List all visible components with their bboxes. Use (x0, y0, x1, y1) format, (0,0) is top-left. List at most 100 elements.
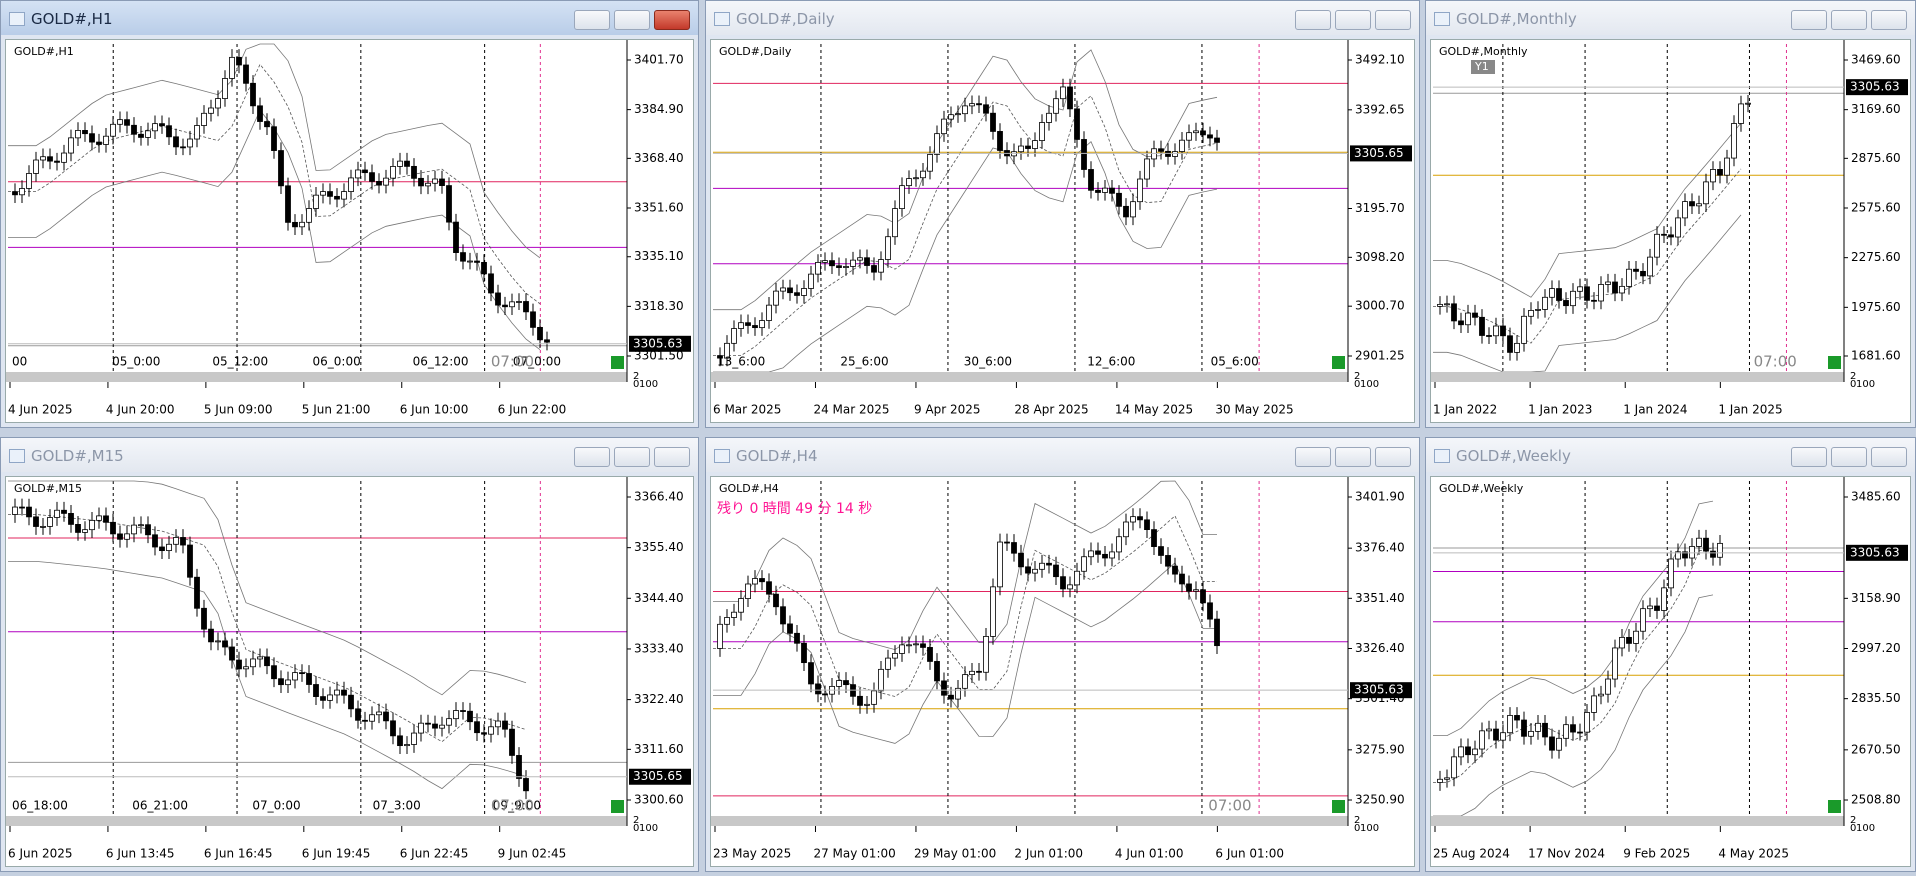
chart-window[interactable]: GOLD#,H1 GOLD#,H1 3401.70 3384.90 3368.40 335… (0, 0, 699, 428)
candle-body (96, 141, 102, 145)
trade-button[interactable] (611, 800, 624, 813)
candle-body (453, 221, 459, 253)
close-button[interactable] (1871, 10, 1907, 30)
maximize-button[interactable] (614, 10, 650, 30)
trade-button[interactable] (1828, 356, 1841, 369)
candle-body (829, 260, 835, 267)
candle-body (47, 517, 53, 527)
candle-body (243, 64, 249, 84)
price-label: 3384.90 (634, 102, 684, 116)
window-title: GOLD#,H4 (736, 447, 818, 465)
candle-body (1689, 546, 1695, 559)
trade-button[interactable] (1332, 800, 1345, 813)
candle-body (82, 529, 88, 533)
minimize-button[interactable] (574, 447, 610, 467)
candle-body (1486, 335, 1492, 337)
minimize-button[interactable] (1295, 10, 1331, 30)
candle-body (773, 290, 779, 306)
window-icon (1434, 12, 1450, 26)
candle-body (787, 623, 793, 634)
candle-body (285, 679, 291, 686)
candle-body (82, 130, 88, 135)
close-button[interactable] (654, 10, 690, 30)
maximize-button[interactable] (614, 447, 650, 467)
candle-body (1088, 550, 1094, 558)
candle-body (1577, 731, 1583, 734)
time-label: 1 Jan 2022 (1433, 403, 1497, 417)
close-button[interactable] (654, 447, 690, 467)
price-label: 3169.60 (1851, 102, 1901, 116)
candle-body (1458, 746, 1464, 758)
candle-body (1682, 201, 1688, 219)
candle-body (941, 118, 947, 135)
candle-body (955, 687, 961, 700)
close-button[interactable] (1871, 447, 1907, 467)
candle-body (1542, 296, 1548, 310)
candle-body (229, 56, 235, 79)
candle-body (1018, 552, 1024, 568)
candle-body (1528, 730, 1534, 737)
candle-body (822, 693, 828, 696)
chart-area: GOLD#,H1 3401.70 3384.90 3368.40 3351.60 3335… (5, 39, 694, 423)
close-button[interactable] (1375, 10, 1411, 30)
candle-body (383, 711, 389, 722)
candle-body (145, 524, 151, 536)
close-button[interactable] (1375, 447, 1411, 467)
bollinger-lower (1433, 214, 1742, 373)
candle-body (1598, 284, 1604, 302)
candle-body (404, 744, 410, 747)
candle-body (1710, 550, 1716, 558)
candle-body (1500, 325, 1506, 337)
candle-body (355, 169, 361, 179)
candle-body (1584, 286, 1590, 301)
chart-window[interactable]: GOLD#,Monthly GOLD#,Monthly Y1 3469.60 3169.… (1425, 0, 1916, 428)
candle-body (460, 710, 466, 712)
maximize-button[interactable] (1335, 447, 1371, 467)
candle-body (516, 755, 522, 779)
minimize-button[interactable] (574, 10, 610, 30)
minimize-button[interactable] (1791, 10, 1827, 30)
maximize-button[interactable] (1335, 10, 1371, 30)
candle-body (313, 684, 319, 697)
candle-body (124, 119, 130, 126)
candle-body (1053, 98, 1059, 114)
candle-body (1577, 286, 1583, 292)
maximize-button[interactable] (1831, 10, 1867, 30)
indicator-scale-label: 0 (1354, 379, 1360, 390)
candle-body (787, 287, 793, 294)
candle-body (264, 121, 270, 128)
price-label: 3485.60 (1851, 490, 1901, 504)
separator-label: 09_9:00 (493, 799, 541, 813)
separator-label: 13_6:00 (717, 355, 765, 369)
chart-window[interactable]: GOLD#,Weekly GOLD#,Weekly 3485.60 3158.90 29… (1425, 437, 1916, 872)
candle-body (292, 221, 298, 228)
minimize-button[interactable] (1791, 447, 1827, 467)
bollinger-upper (8, 480, 527, 696)
candle-body (724, 617, 730, 625)
trade-button[interactable] (611, 356, 624, 369)
candle-body (348, 177, 354, 192)
price-label: 2835.50 (1851, 691, 1901, 705)
candle-body (208, 107, 214, 114)
trade-button[interactable] (1332, 356, 1345, 369)
chart-window[interactable]: GOLD#,H4 GOLD#,H4 残り 0 時間 49 分 14 秒 3401.90… (705, 437, 1420, 872)
chart-window[interactable]: GOLD#,Daily GOLD#,Daily 3492.10 3392.65 3195… (705, 0, 1420, 428)
chart-window[interactable]: GOLD#,M15 GOLD#,M15 3366.40 3355.40 3344.40 3… (0, 437, 699, 872)
title-bar: GOLD#,Monthly (1426, 1, 1915, 35)
candle-body (1605, 281, 1611, 285)
candle-body (941, 680, 947, 696)
indicator-scale-label: 2 (633, 815, 639, 826)
chart-canvas: GOLD#,H1 3401.70 3384.90 3368.40 3351.60 3335… (6, 40, 691, 417)
candle-body (955, 113, 961, 116)
candle-body (780, 606, 786, 625)
trade-button[interactable] (1828, 800, 1841, 813)
candle-body (1605, 678, 1611, 695)
minimize-button[interactable] (1295, 447, 1331, 467)
badge-box (1471, 60, 1495, 74)
maximize-button[interactable] (1831, 447, 1867, 467)
time-label: 1 Jan 2023 (1528, 403, 1592, 417)
candle-body (1200, 589, 1206, 604)
symbol-label: GOLD#,H1 (14, 45, 74, 58)
candle-body (752, 578, 758, 585)
candle-body (1060, 86, 1066, 100)
